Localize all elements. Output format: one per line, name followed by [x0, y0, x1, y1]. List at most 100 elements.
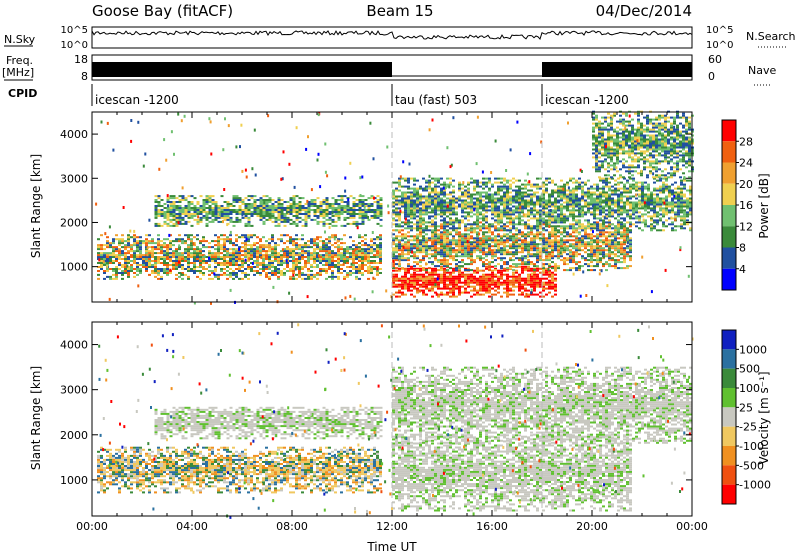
- scatter-cell: [455, 285, 458, 288]
- scatter-cell: [464, 269, 467, 272]
- scatter-cell: [578, 261, 581, 264]
- scatter-cell: [398, 217, 401, 220]
- scatter-cell: [187, 234, 190, 237]
- scatter-cell: [581, 249, 584, 252]
- scatter-cell: [214, 201, 218, 203]
- scatter-cell: [476, 233, 479, 236]
- scatter-cell: [479, 225, 482, 228]
- scatter-cell: [518, 265, 521, 268]
- scatter-cell: [545, 177, 548, 180]
- scatter-cell: [376, 222, 380, 225]
- scatter-cell: [265, 258, 268, 260]
- scatter-cell: [160, 199, 164, 201]
- scatter-cell: [268, 256, 271, 258]
- scatter-cell: [458, 285, 461, 288]
- scatter-cell: [587, 235, 590, 238]
- scatter-cell: [361, 240, 364, 243]
- scatter-cell: [431, 275, 434, 278]
- scatter-cell: [178, 240, 181, 243]
- cpid-segment-label: tau (fast) 503: [395, 93, 477, 107]
- scatter-cell: [434, 213, 437, 216]
- scatter-cell: [452, 221, 455, 224]
- scatter-cell: [605, 269, 608, 272]
- scatter-cell: [325, 246, 328, 249]
- scatter-cell: [536, 203, 539, 206]
- scatter-cell: [428, 195, 431, 198]
- scatter-cell: [235, 250, 238, 253]
- scatter-cell: [596, 255, 599, 258]
- scatter-cell: [482, 195, 485, 198]
- scatter-cell: [292, 250, 295, 253]
- scatter-cell: [536, 269, 539, 272]
- scatter-cell: [304, 203, 308, 205]
- scatter-cell: [244, 224, 248, 227]
- scatter-cell: [578, 269, 581, 272]
- scatter-cell: [461, 265, 464, 268]
- scatter-cell: [343, 216, 347, 219]
- scatter-cell: [413, 277, 416, 280]
- scatter-cell: [551, 255, 554, 258]
- scatter-cell: [527, 223, 530, 226]
- scatter-cell: [398, 185, 401, 188]
- scatter-cell: [367, 252, 370, 255]
- scatter-cell: [452, 195, 455, 198]
- scatter-cell: [395, 283, 398, 286]
- scatter-cell: [208, 260, 211, 262]
- scatter-cell: [214, 268, 217, 270]
- scatter-cell: [623, 267, 626, 270]
- scatter-cell: [361, 218, 365, 221]
- scatter-cell: [187, 216, 191, 219]
- scatter-cell: [379, 242, 382, 245]
- scatter-cell: [431, 277, 434, 280]
- scatter-cell: [103, 244, 106, 247]
- scatter-cell: [310, 264, 313, 266]
- scatter-cell: [617, 237, 620, 240]
- scatter-cell: [181, 209, 185, 211]
- scatter-cell: [271, 250, 274, 253]
- scatter-cell: [172, 262, 175, 264]
- scatter-cell: [172, 209, 176, 211]
- scatter-cell: [515, 233, 518, 236]
- scatter-cell: [557, 251, 560, 254]
- scatter-cell: [476, 255, 479, 258]
- scatter-cell: [479, 221, 482, 224]
- scatter-cell: [340, 252, 343, 255]
- scatter-cell: [470, 279, 473, 282]
- scatter-cell: [349, 270, 352, 272]
- scatter-cell: [166, 211, 170, 213]
- scatter-cell: [139, 252, 142, 255]
- scatter-cell: [410, 205, 413, 208]
- scatter-cell: [121, 270, 124, 272]
- scatter-cell: [476, 219, 479, 222]
- scatter-cell: [413, 215, 416, 218]
- scatter-cell: [527, 199, 530, 202]
- scatter-cell: [611, 241, 614, 244]
- scatter-cell: [485, 265, 488, 268]
- scatter-cell: [160, 211, 164, 213]
- scatter-cell: [515, 179, 518, 182]
- scatter-cell: [518, 259, 521, 262]
- scatter-cell: [392, 277, 395, 280]
- scatter-cell: [238, 209, 242, 211]
- scatter-cell: [407, 219, 410, 222]
- scatter-cell: [115, 254, 118, 257]
- scatter-cell: [410, 201, 413, 204]
- scatter-cell: [524, 227, 527, 230]
- scatter-cell: [343, 195, 347, 198]
- scatter-cell: [247, 207, 251, 209]
- scatter-cell: [232, 220, 236, 223]
- scatter-cell: [316, 252, 319, 255]
- scatter-cell: [376, 195, 380, 198]
- scatter-cell: [307, 203, 311, 205]
- scatter-cell: [602, 231, 605, 234]
- scatter-cell: [536, 277, 539, 280]
- scatter-cell: [148, 250, 151, 253]
- scatter-cell: [434, 229, 437, 232]
- scatter-cell: [376, 266, 379, 268]
- scatter-cell: [548, 241, 551, 244]
- scatter-cell: [470, 257, 473, 260]
- scatter-cell: [455, 267, 458, 270]
- scatter-cell: [223, 256, 226, 258]
- scatter-cell: [554, 237, 557, 240]
- scatter-cell: [557, 247, 560, 250]
